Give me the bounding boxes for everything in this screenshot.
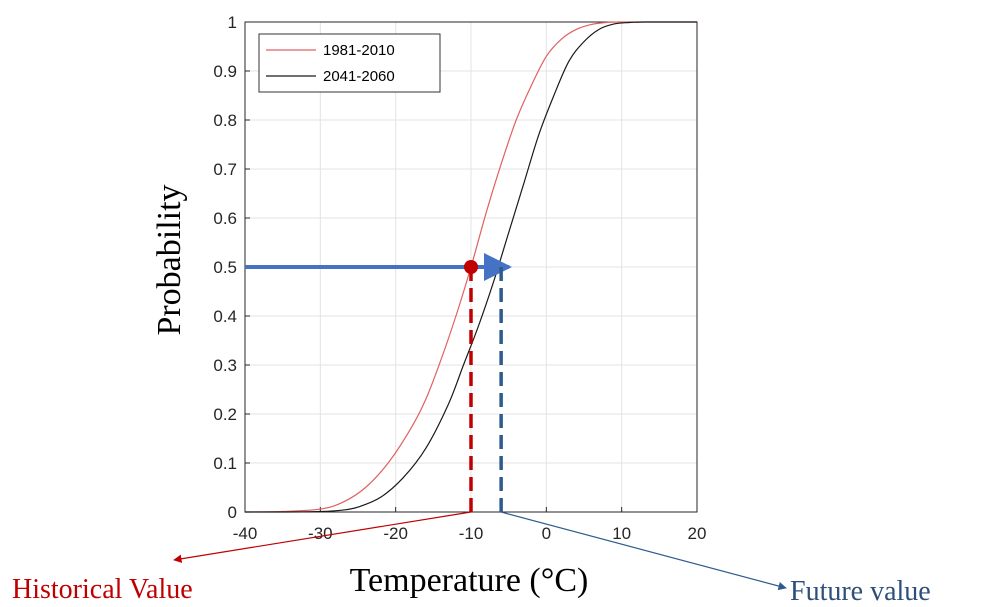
- historical-value-label: Historical Value: [12, 574, 193, 605]
- y-tick-label-4: 0.4: [213, 307, 237, 326]
- y-tick-label-5: 0.5: [213, 258, 237, 277]
- y-tick-label-2: 0.2: [213, 405, 237, 424]
- x-tick-label-0: -40: [233, 524, 258, 543]
- x-tick-label-1: -30: [308, 524, 333, 543]
- x-tick-label-3: -10: [459, 524, 484, 543]
- y-tick-label-10: 1: [228, 13, 237, 32]
- y-tick-label-6: 0.6: [213, 209, 237, 228]
- x-tick-label-4: 0: [542, 524, 551, 543]
- historical-point: [464, 260, 478, 274]
- y-tick-label-8: 0.8: [213, 111, 237, 130]
- legend-label-1981-2010: 1981-2010: [323, 42, 395, 59]
- future-value-label: Future value: [790, 576, 931, 607]
- axes: -40 -30 -20 -10 0 10 20 0 0.1 0.2 0.3 0.4 0.5 0.6 0.7 0…: [213, 13, 706, 543]
- x-tick-label-6: 20: [688, 524, 707, 543]
- x-axis-title: Temperature (°C): [350, 562, 589, 599]
- y-tick-label-9: 0.9: [213, 62, 237, 81]
- y-tick-label-1: 0.1: [213, 454, 237, 473]
- historical-pointer-arrow: [173, 511, 472, 563]
- x-tick-label-5: 10: [612, 524, 631, 543]
- legend-box: [258, 33, 441, 93]
- y-tick-label-7: 0.7: [213, 160, 237, 179]
- y-tick-label-0: 0: [228, 503, 237, 522]
- future-pointer-arrow: [500, 511, 787, 591]
- y-tick-label-3: 0.3: [213, 356, 237, 375]
- y-axis-title: Probability: [151, 184, 188, 335]
- x-tick-label-2: -20: [383, 524, 408, 543]
- series-line-1981-2010: [244, 21, 697, 513]
- annotation-layer: [173, 253, 787, 591]
- legend: 1981-2010 2041-2060: [258, 33, 441, 93]
- legend-label-2041-2060: 2041-2060: [323, 68, 395, 85]
